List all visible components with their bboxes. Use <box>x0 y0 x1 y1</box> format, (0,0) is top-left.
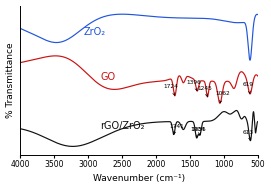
Text: 1741: 1741 <box>169 124 184 134</box>
Text: 1245: 1245 <box>197 86 212 97</box>
Text: 1724: 1724 <box>164 84 179 95</box>
Text: ZrO₂: ZrO₂ <box>84 27 106 37</box>
Text: 613: 613 <box>243 130 253 140</box>
Text: 619: 619 <box>243 82 253 93</box>
X-axis label: Wavenumber (cm⁻¹): Wavenumber (cm⁻¹) <box>93 174 185 184</box>
Text: 1404: 1404 <box>191 127 206 138</box>
Text: GO: GO <box>101 72 116 82</box>
Text: 1355: 1355 <box>192 127 207 135</box>
Y-axis label: % Transmittance: % Transmittance <box>6 43 15 118</box>
Text: 1062: 1062 <box>215 91 230 103</box>
Text: 1396: 1396 <box>186 80 201 91</box>
Text: rGO/ZrO₂: rGO/ZrO₂ <box>100 121 144 131</box>
